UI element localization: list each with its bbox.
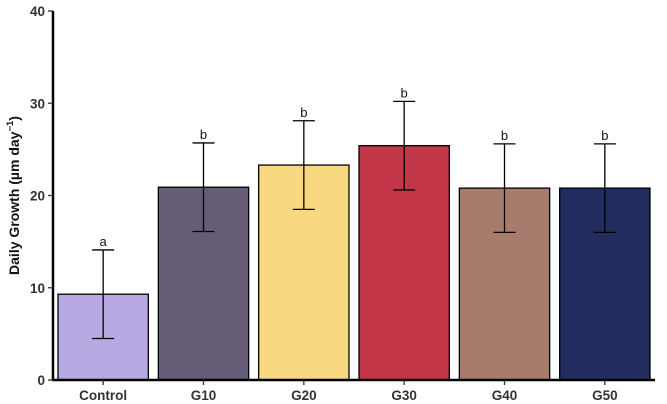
y-tick-label-30: 30: [30, 96, 45, 111]
y-ticks-group: 0 10 20 30 40: [30, 4, 53, 388]
y-tick-label-40: 40: [30, 4, 45, 19]
y-axis-title: Daily Growth (µm day−1): [5, 116, 22, 275]
significance-label-g10: b: [200, 127, 207, 142]
x-ticks-group: Control G10 G20 G30 G40 G50: [79, 380, 618, 403]
significance-label-g50: b: [601, 128, 608, 143]
significance-labels-group: a b b b b b: [100, 85, 609, 249]
significance-label-g30: b: [401, 85, 408, 100]
y-axis-title-superscript: −1: [5, 120, 16, 132]
x-tick-label-control: Control: [79, 388, 127, 403]
x-tick-label-g20: G20: [291, 388, 317, 403]
x-tick-label-g30: G30: [391, 388, 417, 403]
significance-label-g40: b: [501, 128, 508, 143]
y-tick-label-10: 10: [30, 281, 45, 296]
x-tick-label-g40: G40: [492, 388, 518, 403]
y-axis-title-close: ): [6, 116, 22, 121]
y-tick-label-20: 20: [30, 189, 45, 204]
x-tick-label-g10: G10: [191, 388, 217, 403]
significance-label-control: a: [100, 234, 108, 249]
bars-group: [57, 145, 651, 381]
error-bars-group: [92, 100, 616, 340]
y-axis-title-main: Daily Growth (µm day: [6, 131, 22, 275]
significance-label-g20: b: [300, 105, 307, 120]
y-tick-label-0: 0: [37, 373, 45, 388]
x-tick-label-g50: G50: [592, 388, 618, 403]
